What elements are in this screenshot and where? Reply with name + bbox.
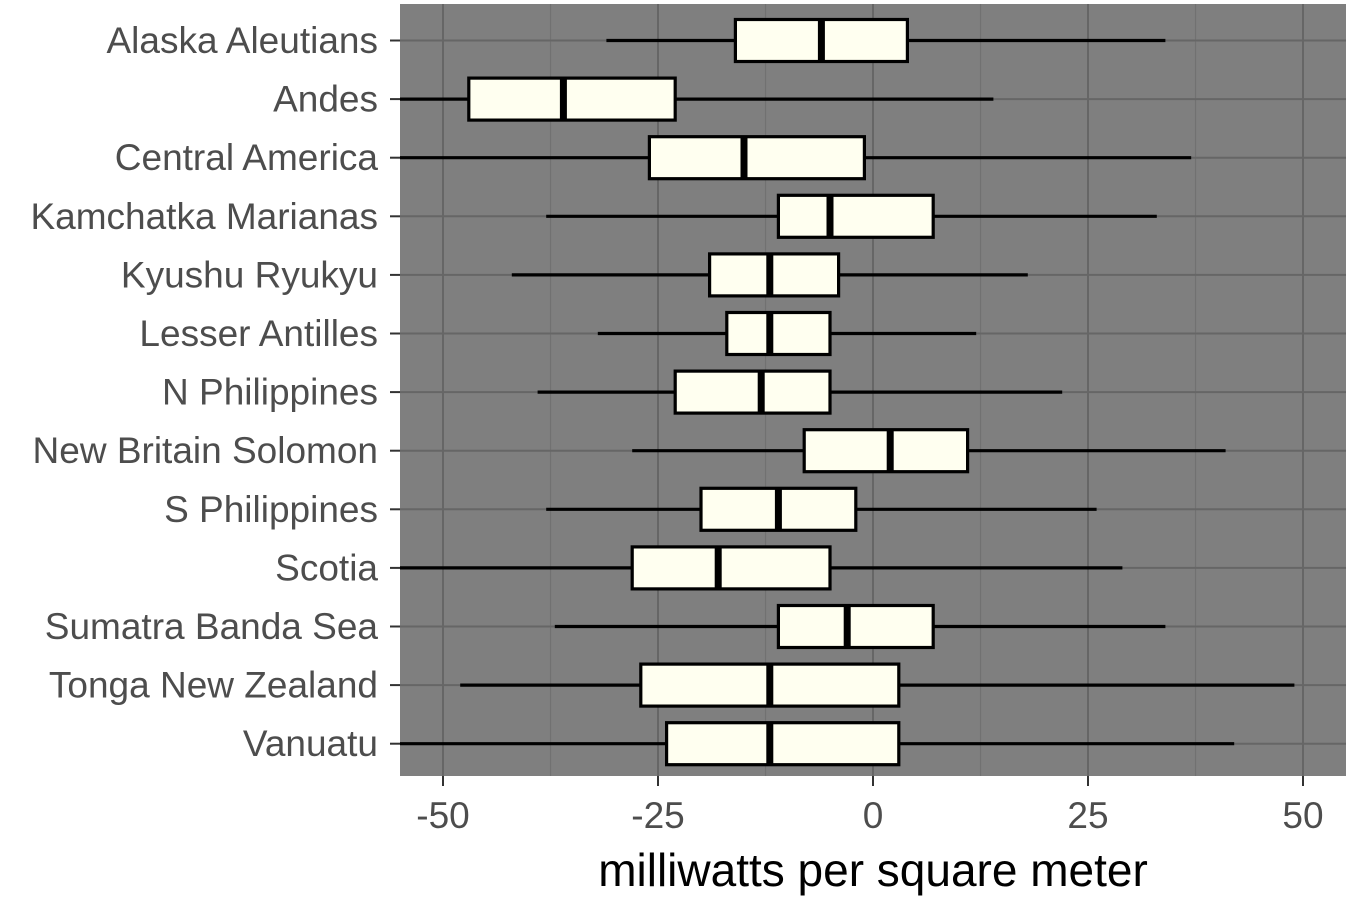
y-tick-label: Kamchatka Marianas (30, 196, 378, 237)
x-tick-label: 0 (863, 795, 884, 836)
y-tick-label: Tonga New Zealand (49, 665, 378, 706)
box-iqr (802, 428, 970, 474)
box-series (400, 17, 1295, 767)
x-tick-label: 50 (1282, 795, 1323, 836)
y-tick-label: Alaska Aleutians (106, 20, 378, 61)
box-kyushu-ryukyu (511, 252, 1028, 298)
y-tick-label: Scotia (275, 547, 378, 588)
box-new-britain-solomon (632, 428, 1226, 474)
x-tick-label: -25 (631, 795, 684, 836)
y-tick-label: Lesser Antilles (139, 313, 378, 354)
y-tick-label: Vanuatu (243, 723, 378, 764)
box-iqr (776, 193, 935, 239)
box-kamchatka-marianas (546, 193, 1157, 239)
box-tonga-new-zealand (460, 662, 1295, 708)
box-iqr (707, 252, 841, 298)
x-tick-label: -50 (416, 795, 469, 836)
y-tick-label: Andes (273, 79, 378, 120)
y-tick-label: N Philippines (162, 372, 378, 413)
y-tick-label: Sumatra Banda Sea (45, 606, 379, 647)
box-iqr (647, 135, 867, 181)
box-sumatra-banda-sea (554, 603, 1166, 650)
x-tick-label: 25 (1067, 795, 1108, 836)
box-andes (400, 76, 994, 122)
box-lesser-antilles (597, 310, 977, 357)
box-s-philippines (546, 486, 1097, 532)
box-n-philippines (537, 369, 1063, 415)
y-tick-label: S Philippines (164, 489, 378, 530)
box-iqr (725, 310, 832, 357)
x-axis-title: milliwatts per square meter (598, 844, 1148, 896)
y-tick-label: Kyushu Ryukyu (121, 254, 378, 295)
x-axis: -50 -25 0 25 50 (416, 776, 1324, 836)
y-tick-label: New Britain Solomon (33, 430, 378, 471)
box-central-america (400, 135, 1192, 181)
box-scotia (400, 545, 1123, 591)
box-iqr (776, 603, 935, 650)
y-tick-label: Central America (115, 137, 379, 178)
box-vanuatu (400, 721, 1235, 767)
box-iqr (664, 721, 901, 767)
y-axis: Alaska Aleutians Andes Central America Kamc… (30, 20, 400, 764)
box-iqr (630, 545, 832, 591)
box-iqr (673, 369, 832, 415)
box-alaska-aleutians (606, 17, 1166, 64)
box-iqr (467, 76, 677, 122)
